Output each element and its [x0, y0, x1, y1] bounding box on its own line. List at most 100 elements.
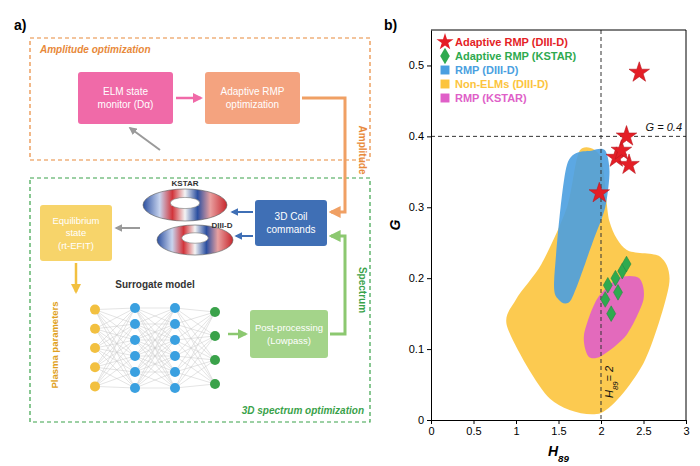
- network-edge: [175, 312, 215, 340]
- text-part: = 2: [603, 366, 615, 382]
- x-tick: 0.5: [466, 420, 481, 437]
- network-edge: [175, 312, 215, 388]
- x-tick-label: 2.5: [636, 425, 651, 437]
- y-tick-mark: [427, 420, 431, 421]
- network-node: [90, 343, 100, 353]
- arrow: [330, 236, 345, 334]
- x-tick-label: 0.5: [466, 425, 481, 437]
- edge-label: Plasma parameters: [49, 301, 60, 388]
- network-edge: [95, 356, 135, 386]
- network-node: [210, 307, 220, 317]
- node-label: commands: [267, 224, 316, 235]
- y-tick: 0.1: [409, 343, 431, 355]
- network-edge: [175, 324, 215, 384]
- x-tick-mark: [516, 420, 517, 424]
- x-tick-mark: [474, 420, 475, 424]
- y-tick-mark: [427, 207, 431, 208]
- network-node: [210, 331, 220, 341]
- node-box: [205, 72, 300, 124]
- network-edge: [135, 308, 175, 356]
- network-node: [130, 335, 140, 345]
- network-edge: [135, 308, 175, 372]
- network-node: [90, 362, 100, 372]
- network-edge: [135, 308, 175, 356]
- y-tick-label: 0.4: [409, 130, 424, 142]
- point: [614, 285, 623, 301]
- x-tick-mark: [686, 420, 687, 424]
- network-node: [170, 319, 180, 329]
- network-edge: [135, 308, 175, 372]
- point: [619, 154, 639, 173]
- y-axis-line: [431, 31, 432, 421]
- network-edge: [175, 308, 215, 336]
- legend-item: RMP (DIII-D): [441, 64, 519, 76]
- legend-swatch: [441, 66, 450, 75]
- y-tick: 0: [418, 414, 431, 426]
- network-edge: [95, 308, 135, 310]
- x-tick-label: 0: [428, 425, 434, 437]
- network-node: [170, 351, 180, 361]
- legend-label: Non-ELMs (DIII-D): [455, 78, 549, 90]
- node-label: ELM state: [103, 86, 148, 97]
- legend-swatch: [441, 80, 450, 89]
- legend-label: RMP (KSTAR): [455, 92, 527, 104]
- tokamak: [143, 189, 227, 221]
- group-label: 3D spectrum optimization: [242, 405, 364, 416]
- node-label: optimization: [226, 99, 279, 110]
- network-edge: [135, 340, 175, 388]
- region: [584, 276, 644, 358]
- x-tick: 2: [598, 420, 604, 437]
- x-tick-mark: [559, 420, 560, 424]
- network-edge: [135, 308, 175, 388]
- node-box: [255, 200, 327, 246]
- node-label: 3D Coil: [275, 211, 308, 222]
- network-edge: [135, 308, 175, 324]
- point: [622, 256, 631, 272]
- network-edge: [175, 312, 215, 324]
- tokamak-hole: [170, 197, 199, 208]
- panel-a: a)Amplitude optimization3D spectrum opti…: [14, 17, 370, 422]
- network-node: [170, 383, 180, 393]
- network-edge: [95, 348, 135, 388]
- network-edge: [95, 308, 135, 386]
- plot-area: [431, 30, 686, 420]
- node-label: Surrogate model: [115, 279, 195, 290]
- reference-line: [601, 30, 602, 420]
- y-axis-title: G: [387, 219, 403, 230]
- arrow: [302, 98, 345, 212]
- network-edge: [95, 386, 135, 388]
- legend-label: Adaptive RMP (DIII-D): [455, 36, 568, 48]
- network-edge: [135, 308, 175, 340]
- point: [603, 277, 612, 293]
- network-node: [170, 367, 180, 377]
- node-box: [40, 205, 112, 261]
- point: [601, 292, 610, 308]
- network-edge: [175, 336, 215, 340]
- network-edge: [95, 372, 135, 386]
- y-tick: 0.5: [409, 59, 431, 71]
- x-tick-label: 1.5: [551, 425, 566, 437]
- network-edge: [135, 324, 175, 388]
- node-box: [78, 72, 173, 124]
- arrow: [75, 263, 78, 292]
- group-box: [30, 178, 370, 422]
- y-axis: 00.10.20.30.40.5: [409, 31, 432, 427]
- network-edge: [135, 356, 175, 388]
- network-node: [210, 379, 220, 389]
- arrow: [228, 333, 246, 336]
- network-node: [170, 335, 180, 345]
- network-node: [90, 381, 100, 391]
- network-edge: [95, 367, 135, 388]
- device-label: KSTAR: [172, 179, 199, 188]
- x-axis: 00.511.522.53: [428, 420, 689, 437]
- network-node: [130, 351, 140, 361]
- network-edge: [95, 340, 135, 386]
- y-tick-mark: [427, 65, 431, 66]
- network-edge: [95, 310, 135, 372]
- network-edge: [95, 310, 135, 388]
- network-edge: [135, 356, 175, 388]
- network-edge: [175, 308, 215, 312]
- network-edge: [135, 324, 175, 388]
- point: [629, 62, 649, 81]
- annotation: G = 0.4: [646, 121, 682, 133]
